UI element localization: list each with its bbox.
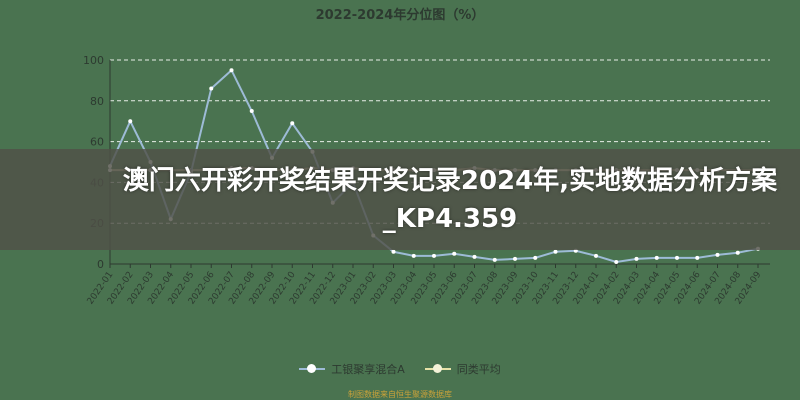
data-point [432,253,436,258]
legend: 工银聚享混合A 同类平均 [0,361,800,377]
data-point [513,256,517,261]
data-point [654,255,659,260]
chart-title: 2022-2024年分位图（%） [315,8,485,23]
data-point [675,255,679,260]
data-point [452,251,457,256]
data-point [128,119,133,124]
data-point [553,249,558,254]
legend-swatch-average [424,364,451,373]
legend-label: 同类平均 [456,363,501,376]
data-point [492,257,497,262]
y-tick-label: 100 [83,54,104,67]
data-point [249,109,254,113]
y-tick-label: 80 [90,95,104,108]
data-point [229,68,234,73]
data-source-note: 制图数据来自恒生聚源数据库 [348,390,452,399]
legend-swatch-fund [299,364,326,373]
data-point [290,121,295,126]
data-point [411,253,416,258]
data-point [715,252,720,257]
data-point [735,250,740,255]
legend-label: 工银聚享混合A [331,363,405,376]
y-tick-label: 60 [90,136,104,149]
data-point [594,253,598,258]
headline-text: 澳门六开彩开奖结果开奖记录2024年,实地数据分析方案_KP4.359 [122,165,778,234]
headline-banner: 澳门六开彩开奖结果开奖记录2024年,实地数据分析方案_KP4.359 [0,149,800,250]
data-point [533,255,538,260]
data-point [391,249,396,254]
data-point [614,259,619,264]
data-point [472,254,477,259]
data-point [634,256,639,261]
legend-item-fund[interactable]: 工银聚享混合A [299,361,405,377]
data-point [209,86,214,91]
legend-item-average[interactable]: 同类平均 [424,361,501,377]
y-tick-label: 0 [97,258,104,271]
data-point [695,255,700,260]
